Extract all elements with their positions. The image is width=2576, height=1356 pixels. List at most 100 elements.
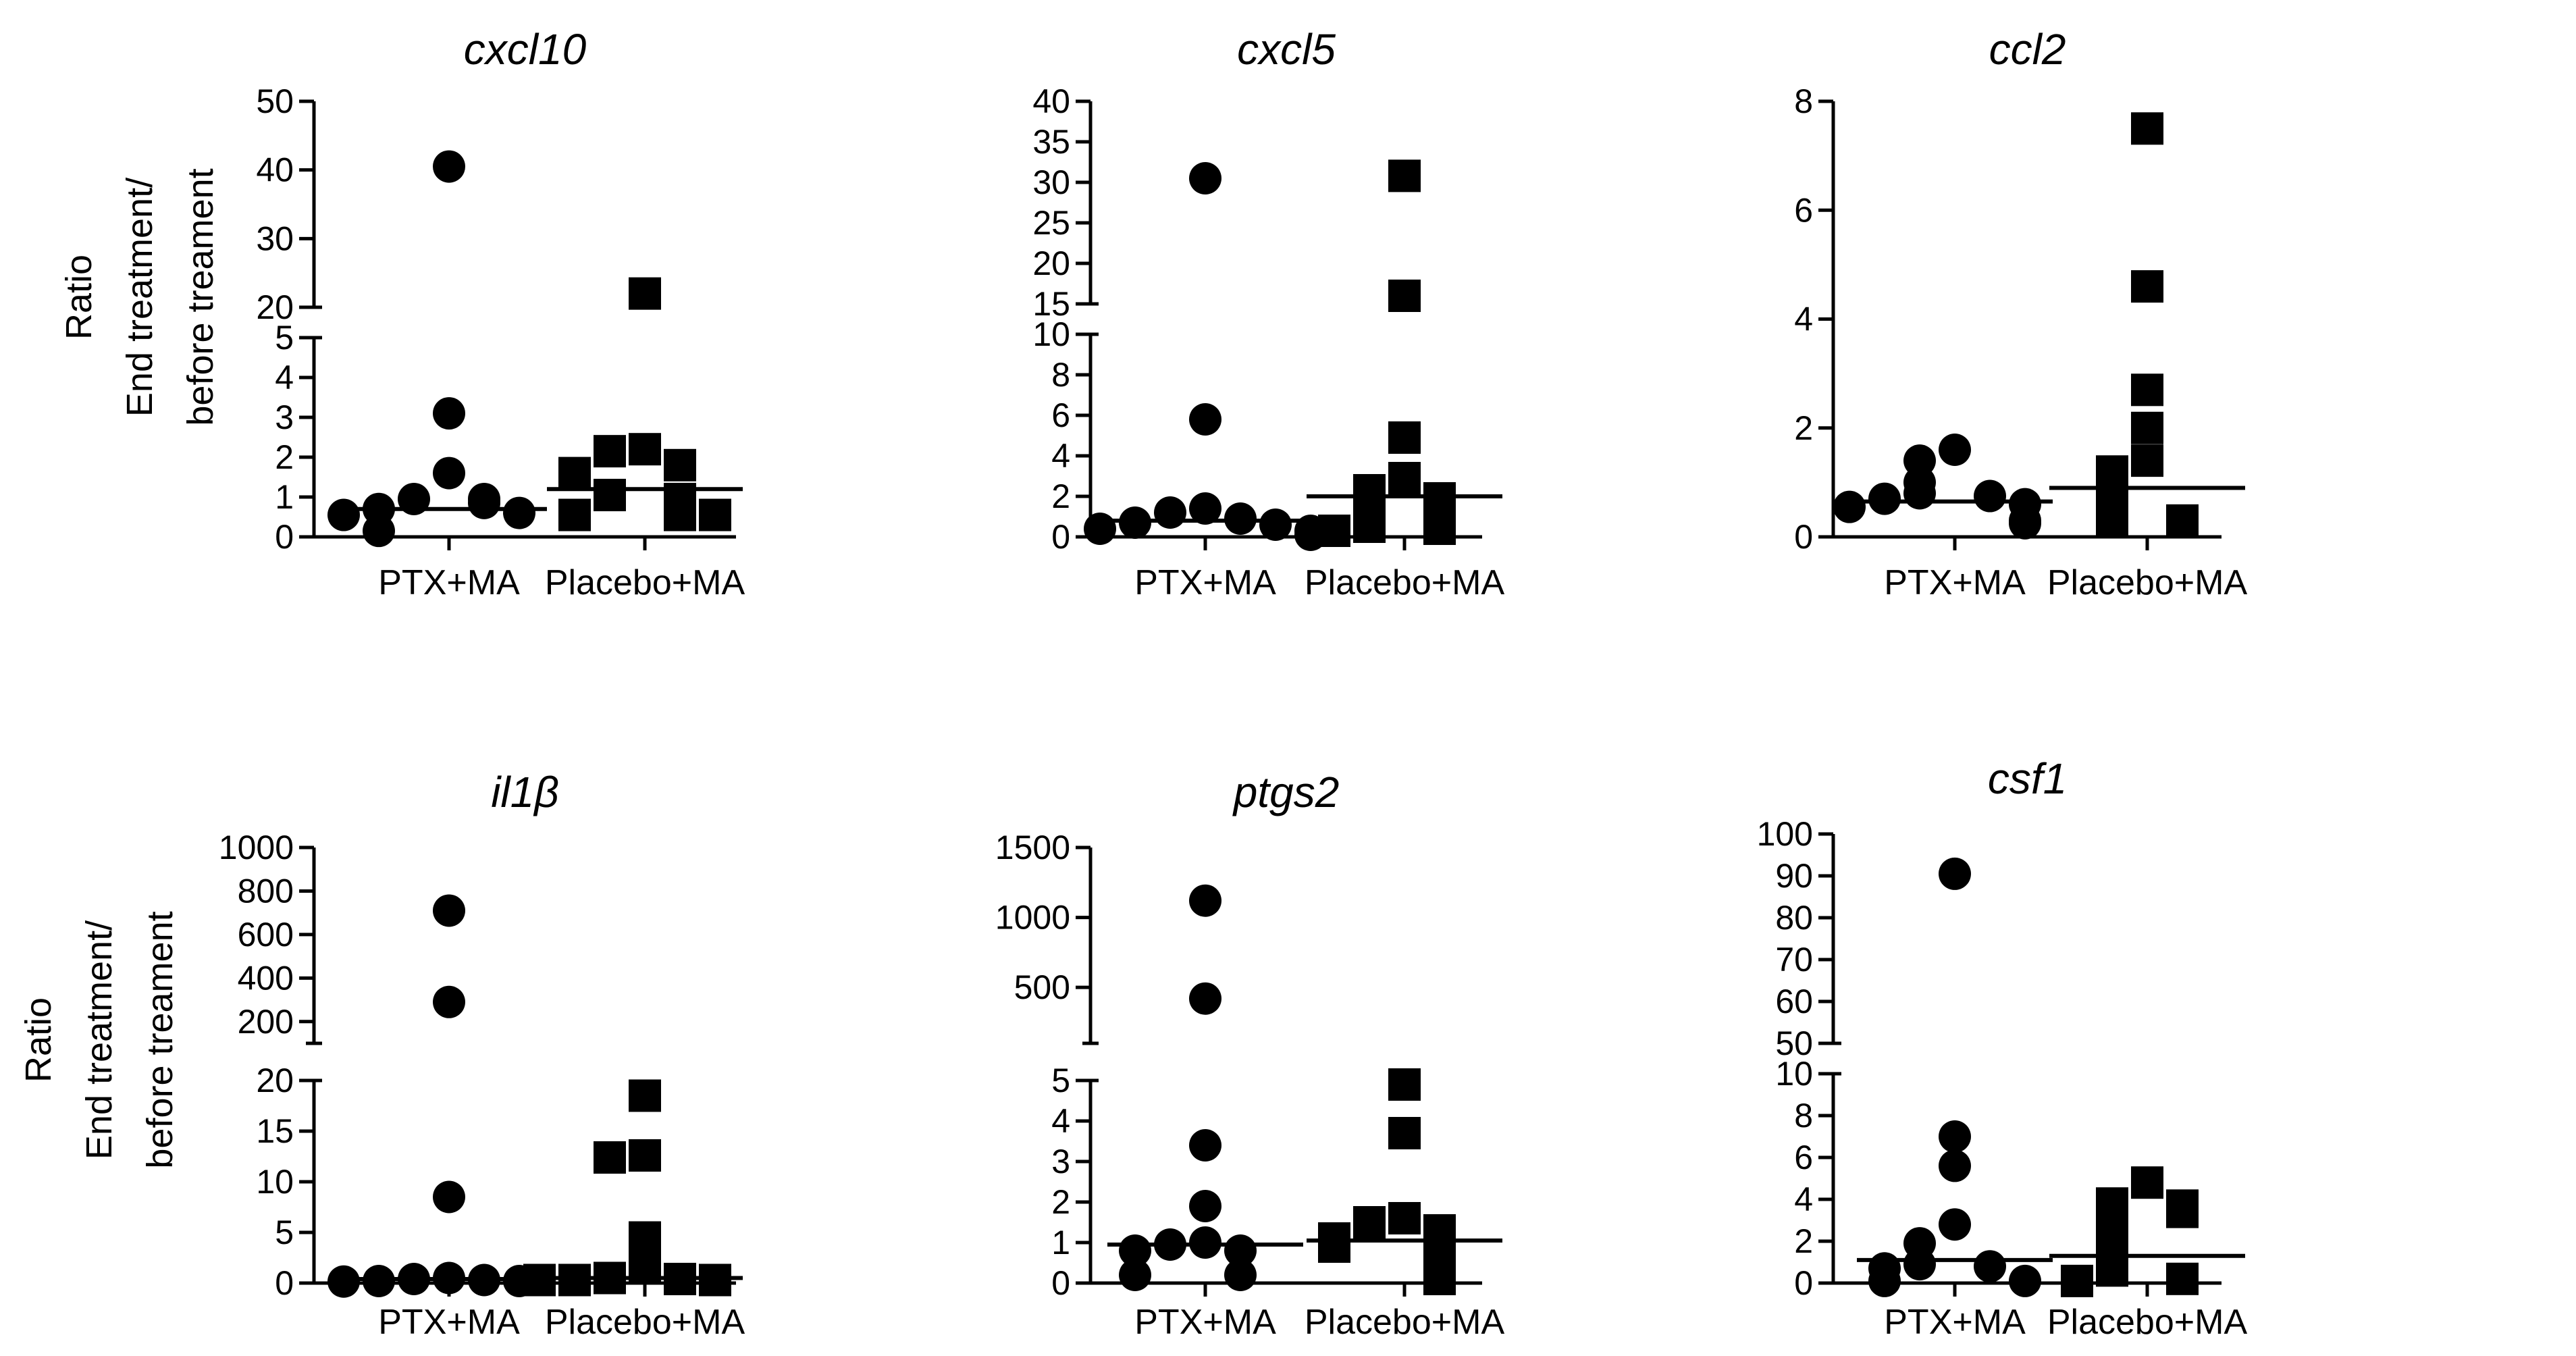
data-point-square: [2131, 411, 2163, 444]
y-tick-label: 0: [1794, 1264, 1813, 1302]
y-tick-label: 10: [256, 1163, 294, 1201]
data-point-square: [1318, 515, 1350, 547]
data-point-circle: [433, 894, 465, 927]
data-point-circle: [1189, 982, 1221, 1015]
data-point-circle: [1259, 508, 1292, 541]
data-point-circle: [1224, 1259, 1257, 1291]
x-category-label: PTX+MA: [378, 563, 520, 602]
data-point-square: [1353, 1206, 1386, 1238]
y-tick-label: 6: [1051, 396, 1070, 434]
y-tick-label: 50: [1775, 1024, 1813, 1062]
y-tick-label: 2: [1051, 1183, 1070, 1221]
y-tick-label: 40: [1032, 82, 1070, 120]
data-point-circle: [1974, 1250, 2006, 1283]
data-point-square: [629, 1221, 661, 1254]
x-category-label: PTX+MA: [1884, 563, 2026, 602]
y-tick-label: 1: [275, 478, 294, 516]
y-tick-label: 500: [1014, 968, 1070, 1006]
y-tick-label: 6: [1794, 191, 1813, 229]
data-point-square: [699, 498, 731, 531]
x-category-label: PTX+MA: [1134, 563, 1276, 602]
y-tick-label: 2: [1794, 1222, 1813, 1260]
data-point-square: [1353, 474, 1386, 506]
data-point-circle: [433, 457, 465, 490]
data-point-circle: [327, 1265, 360, 1298]
y-tick-label: 6: [1794, 1139, 1813, 1176]
data-point-circle: [1903, 1248, 1936, 1281]
data-point-square: [1353, 511, 1386, 543]
y-axis-label-line: Ratio: [59, 255, 99, 340]
data-point-circle: [1868, 482, 1901, 515]
data-point-circle: [503, 496, 535, 529]
x-category-label: PTX+MA: [378, 1303, 520, 1342]
y-tick-label: 0: [275, 518, 294, 556]
y-tick-label: 10: [1032, 315, 1070, 353]
y-axis-label-line: before treament: [180, 168, 221, 425]
y-tick-label: 8: [1794, 82, 1813, 120]
y-tick-label: 1000: [995, 899, 1070, 937]
data-point-square: [1423, 1263, 1456, 1295]
data-point-square: [2131, 112, 2163, 145]
y-tick-label: 60: [1775, 983, 1813, 1020]
data-point-square: [2096, 504, 2128, 537]
y-tick-label: 8: [1794, 1097, 1813, 1135]
data-point-square: [1318, 1230, 1350, 1263]
y-tick-label: 50: [256, 82, 294, 120]
y-tick-label: 20: [256, 1062, 294, 1099]
data-point-square: [1388, 421, 1421, 454]
data-point-square: [1388, 462, 1421, 494]
y-tick-label: 2: [1794, 409, 1813, 447]
chart-title: csf1: [1988, 754, 2067, 803]
y-tick-label: 5: [275, 319, 294, 357]
y-tick-label: 0: [275, 1264, 294, 1302]
data-point-square: [558, 457, 591, 490]
chart-panel-3: il1β 0 5 10 15 20 200 400 600 800 1000 PTX+MA Placeb…: [219, 768, 745, 1342]
x-category-label: Placebo+MA: [1305, 563, 1505, 602]
data-point-circle: [433, 985, 465, 1018]
y-tick-label: 20: [256, 288, 294, 326]
data-point-square: [1388, 1068, 1421, 1101]
data-point-square: [664, 498, 696, 531]
y-axis-label-top: Ratio End treatment/ before treament: [59, 168, 221, 425]
data-point-circle: [1974, 479, 2006, 513]
y-axis-label-line: End treatment/: [120, 178, 160, 417]
data-point-square: [2166, 1262, 2199, 1295]
y-tick-label: 1: [1051, 1224, 1070, 1261]
data-point-square: [1388, 280, 1421, 312]
x-category-label: Placebo+MA: [545, 563, 745, 602]
data-point-circle: [433, 397, 465, 430]
data-point-square: [2131, 270, 2163, 303]
x-category-label: Placebo+MA: [545, 1303, 745, 1342]
y-axis-label-line: End treatment/: [79, 920, 120, 1159]
chart-panel-2: ccl2 0 2 4 6 8 PTX+MA Placebo+MA: [1794, 25, 2247, 602]
y-tick-label: 600: [238, 916, 294, 954]
data-point-square: [629, 433, 661, 466]
y-tick-label: 4: [1794, 1180, 1813, 1218]
data-point-square: [594, 1141, 626, 1174]
data-point-square: [2166, 1195, 2199, 1228]
y-tick-label: 40: [256, 151, 294, 189]
data-point-circle: [1189, 1190, 1221, 1222]
y-tick-label: 4: [1051, 437, 1070, 475]
y-tick-label: 0: [1051, 1264, 1070, 1302]
data-point-circle: [1833, 490, 1866, 523]
chart-title: ccl2: [1989, 25, 2066, 74]
y-tick-label: 5: [1051, 1062, 1070, 1099]
data-point-circle: [1119, 1259, 1151, 1291]
data-point-circle: [1868, 1264, 1901, 1297]
y-tick-label: 30: [1032, 163, 1070, 201]
y-tick-label: 4: [275, 359, 294, 396]
data-point-circle: [1154, 496, 1186, 529]
y-tick-label: 90: [1775, 857, 1813, 895]
y-tick-label: 15: [1032, 285, 1070, 323]
x-category-label: PTX+MA: [1884, 1303, 2026, 1342]
data-point-circle: [1189, 884, 1221, 917]
chart-title: cxcl10: [464, 25, 587, 74]
x-category-label: Placebo+MA: [2047, 1303, 2248, 1342]
x-category-label: Placebo+MA: [1305, 1303, 1505, 1342]
data-point-circle: [1189, 1129, 1221, 1162]
y-tick-label: 4: [1051, 1102, 1070, 1140]
